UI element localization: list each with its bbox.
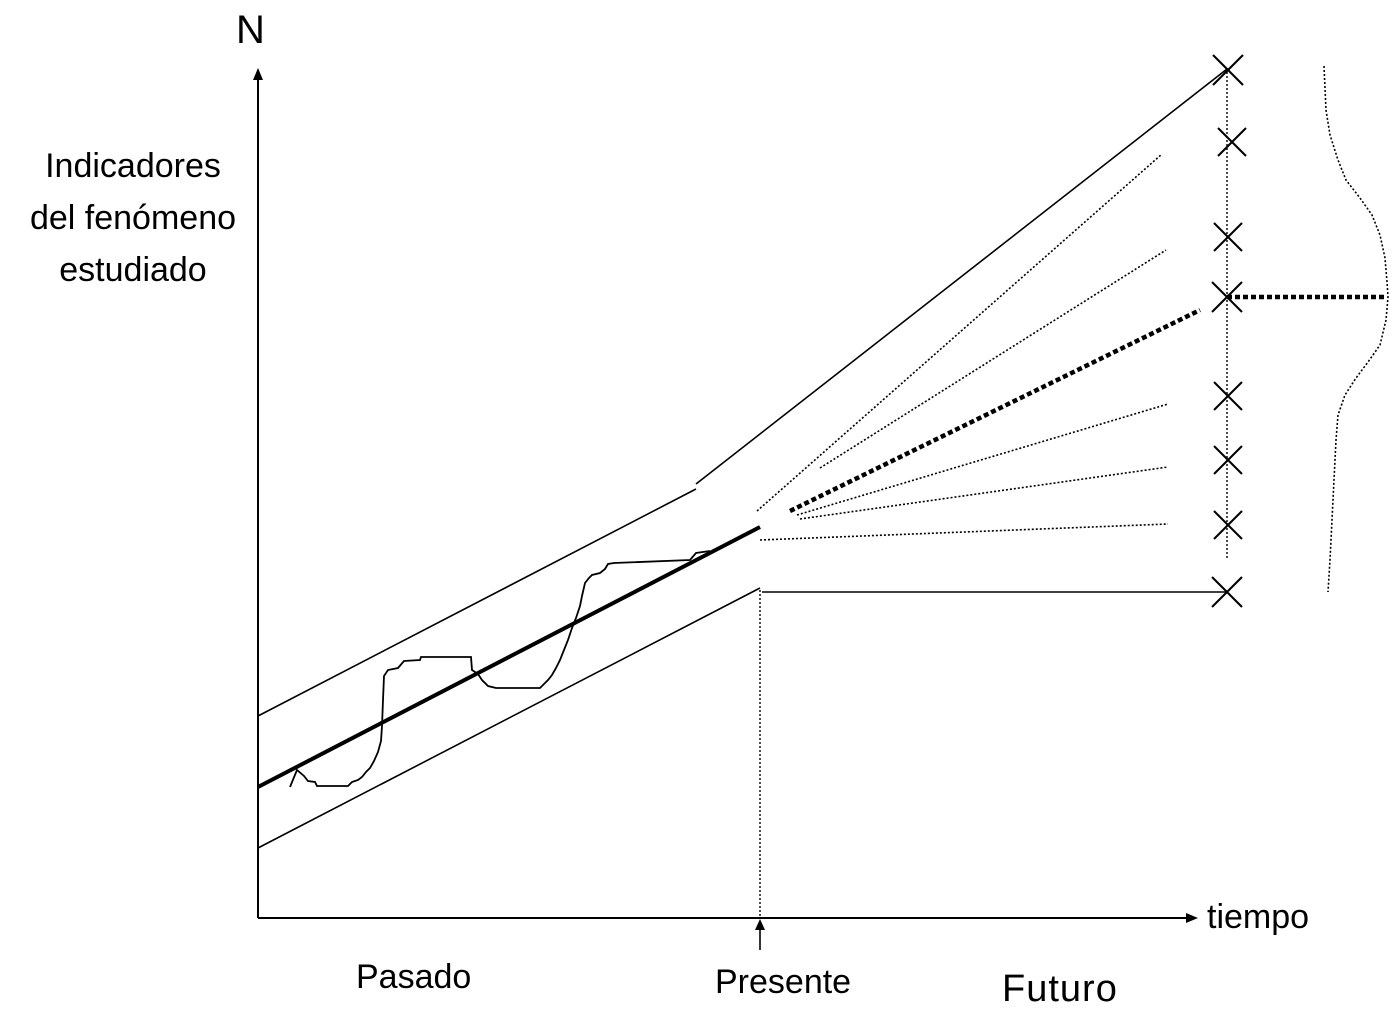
observed-data-curve [289, 550, 711, 788]
y-axis-label: Indicadores del fenómeno estudiado [8, 140, 258, 296]
past-trend-band [257, 68, 1228, 849]
scenario-line-6 [799, 466, 1169, 520]
y-axis-arrowhead [253, 68, 263, 80]
x-axis-label: tiempo [1207, 898, 1310, 936]
outcome-mark-8 [1211, 576, 1243, 608]
scenario-line-7 [759, 523, 1169, 541]
axes [253, 68, 1198, 923]
outcome-mark-2 [1217, 127, 1247, 157]
future-scenarios [756, 153, 1169, 541]
outcome-mark-6 [1213, 445, 1243, 475]
outcome-marks [1211, 54, 1247, 608]
y-axis-letter: N [236, 8, 265, 52]
x-axis-arrowhead [1186, 913, 1198, 923]
outcome-mark-5 [1213, 381, 1243, 411]
y-axis-label-line-2: del fenómeno [29, 199, 237, 237]
scenario-line-2 [819, 249, 1167, 469]
outcome-mark-3 [1213, 222, 1243, 252]
present-arrow-head [755, 919, 765, 930]
future-label: Futuro [1002, 968, 1118, 1010]
scenario-line-1 [756, 153, 1163, 512]
present-label: Presente [715, 963, 852, 1001]
outcome-mark-1 [1212, 54, 1244, 86]
lower-band-line [257, 587, 761, 849]
y-axis-label-line-1: Indicadores [45, 147, 221, 185]
outcome-mark-7 [1213, 510, 1243, 540]
outcome-mark-4 [1211, 281, 1243, 313]
upper-future-envelope [695, 68, 1228, 485]
y-axis-label-line-3: estudiado [59, 251, 207, 289]
most-likely-scenario-line [789, 307, 1201, 514]
upper-band-line [257, 488, 697, 717]
past-label: Pasado [356, 958, 472, 996]
central-trend-line [257, 525, 761, 789]
scenario-line-5 [796, 403, 1169, 516]
probability-distribution-curve [1323, 65, 1389, 593]
